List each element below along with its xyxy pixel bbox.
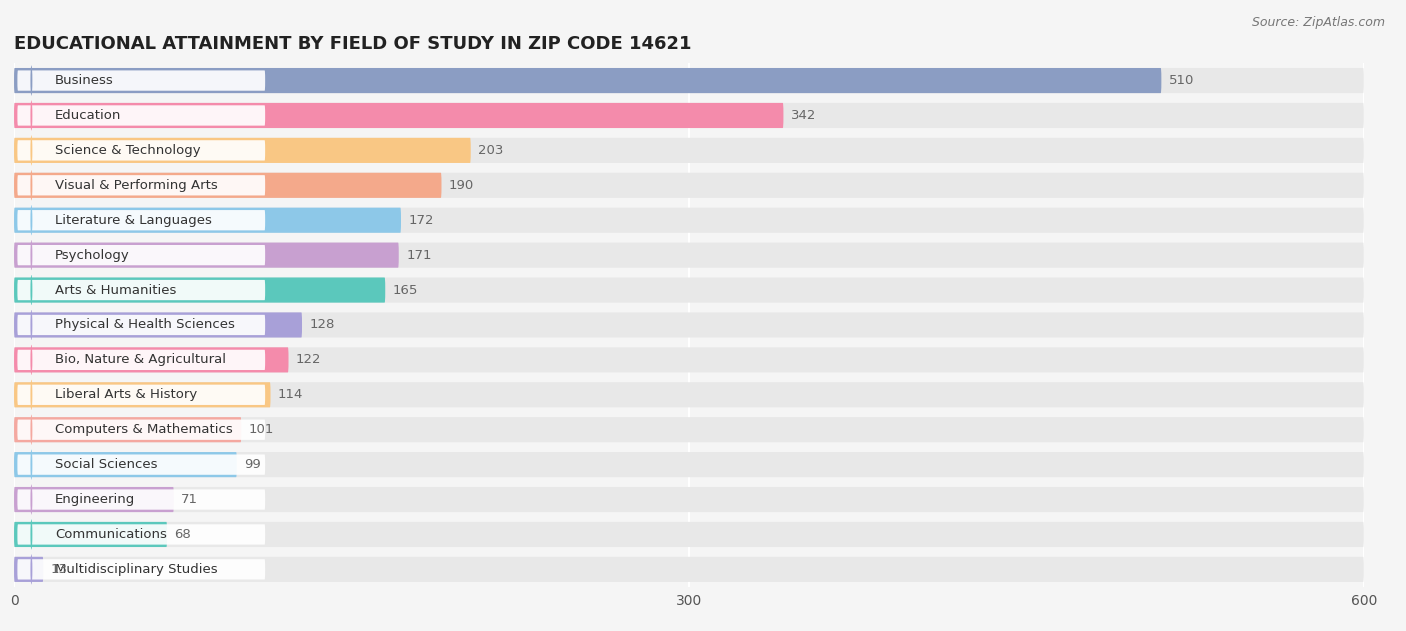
Text: Business: Business (55, 74, 114, 87)
FancyBboxPatch shape (14, 487, 1364, 512)
Circle shape (31, 135, 32, 165)
Text: Psychology: Psychology (55, 249, 129, 262)
FancyBboxPatch shape (14, 173, 441, 198)
Circle shape (31, 380, 32, 410)
FancyBboxPatch shape (14, 208, 1364, 233)
FancyBboxPatch shape (14, 278, 385, 303)
FancyBboxPatch shape (14, 103, 783, 128)
FancyBboxPatch shape (14, 312, 1364, 338)
Circle shape (31, 519, 32, 550)
FancyBboxPatch shape (14, 242, 399, 268)
FancyBboxPatch shape (17, 420, 266, 440)
FancyBboxPatch shape (14, 417, 242, 442)
FancyBboxPatch shape (14, 138, 471, 163)
Text: 101: 101 (249, 423, 274, 436)
FancyBboxPatch shape (17, 105, 266, 126)
Text: 190: 190 (449, 179, 474, 192)
FancyBboxPatch shape (14, 452, 236, 477)
FancyBboxPatch shape (17, 350, 266, 370)
FancyBboxPatch shape (14, 347, 288, 372)
Circle shape (31, 554, 32, 584)
FancyBboxPatch shape (17, 280, 266, 300)
FancyBboxPatch shape (14, 138, 1364, 163)
FancyBboxPatch shape (14, 557, 44, 582)
FancyBboxPatch shape (17, 210, 266, 230)
FancyBboxPatch shape (14, 278, 1364, 303)
Text: Communications: Communications (55, 528, 167, 541)
Text: Visual & Performing Arts: Visual & Performing Arts (55, 179, 218, 192)
Text: 68: 68 (174, 528, 191, 541)
Text: Engineering: Engineering (55, 493, 135, 506)
Text: Arts & Humanities: Arts & Humanities (55, 283, 176, 297)
Text: Social Sciences: Social Sciences (55, 458, 157, 471)
FancyBboxPatch shape (14, 382, 1364, 408)
FancyBboxPatch shape (17, 245, 266, 265)
FancyBboxPatch shape (14, 173, 1364, 198)
Text: Bio, Nature & Agricultural: Bio, Nature & Agricultural (55, 353, 226, 367)
Text: 13: 13 (51, 563, 67, 576)
FancyBboxPatch shape (17, 524, 266, 545)
Circle shape (31, 170, 32, 201)
Text: 171: 171 (406, 249, 432, 262)
FancyBboxPatch shape (14, 522, 167, 547)
Text: Education: Education (55, 109, 121, 122)
FancyBboxPatch shape (14, 557, 1364, 582)
Text: Physical & Health Sciences: Physical & Health Sciences (55, 319, 235, 331)
Text: Computers & Mathematics: Computers & Mathematics (55, 423, 232, 436)
Text: 71: 71 (181, 493, 198, 506)
FancyBboxPatch shape (14, 452, 1364, 477)
Circle shape (31, 310, 32, 340)
FancyBboxPatch shape (14, 208, 401, 233)
Text: Science & Technology: Science & Technology (55, 144, 201, 157)
Text: 165: 165 (392, 283, 418, 297)
Text: 203: 203 (478, 144, 503, 157)
FancyBboxPatch shape (17, 490, 266, 510)
Text: 122: 122 (295, 353, 322, 367)
FancyBboxPatch shape (14, 487, 174, 512)
Text: EDUCATIONAL ATTAINMENT BY FIELD OF STUDY IN ZIP CODE 14621: EDUCATIONAL ATTAINMENT BY FIELD OF STUDY… (14, 35, 692, 53)
FancyBboxPatch shape (17, 559, 266, 579)
FancyBboxPatch shape (17, 140, 266, 160)
FancyBboxPatch shape (17, 71, 266, 91)
FancyBboxPatch shape (17, 385, 266, 405)
Circle shape (31, 100, 32, 131)
FancyBboxPatch shape (17, 175, 266, 196)
FancyBboxPatch shape (14, 417, 1364, 442)
Text: Literature & Languages: Literature & Languages (55, 214, 212, 227)
FancyBboxPatch shape (14, 522, 1364, 547)
Text: Liberal Arts & History: Liberal Arts & History (55, 388, 197, 401)
Text: Source: ZipAtlas.com: Source: ZipAtlas.com (1251, 16, 1385, 29)
FancyBboxPatch shape (14, 347, 1364, 372)
Circle shape (31, 345, 32, 375)
FancyBboxPatch shape (14, 382, 270, 408)
Text: 172: 172 (408, 214, 434, 227)
FancyBboxPatch shape (14, 68, 1364, 93)
FancyBboxPatch shape (14, 312, 302, 338)
Text: 99: 99 (245, 458, 262, 471)
FancyBboxPatch shape (14, 103, 1364, 128)
Text: 342: 342 (790, 109, 817, 122)
Circle shape (31, 66, 32, 96)
Text: Multidisciplinary Studies: Multidisciplinary Studies (55, 563, 218, 576)
Circle shape (31, 415, 32, 445)
Circle shape (31, 275, 32, 305)
Text: 114: 114 (278, 388, 304, 401)
FancyBboxPatch shape (17, 454, 266, 475)
Circle shape (31, 240, 32, 270)
Circle shape (31, 205, 32, 235)
Circle shape (31, 449, 32, 480)
Text: 510: 510 (1168, 74, 1194, 87)
FancyBboxPatch shape (17, 315, 266, 335)
FancyBboxPatch shape (14, 68, 1161, 93)
Circle shape (31, 485, 32, 515)
FancyBboxPatch shape (14, 242, 1364, 268)
Text: 128: 128 (309, 319, 335, 331)
